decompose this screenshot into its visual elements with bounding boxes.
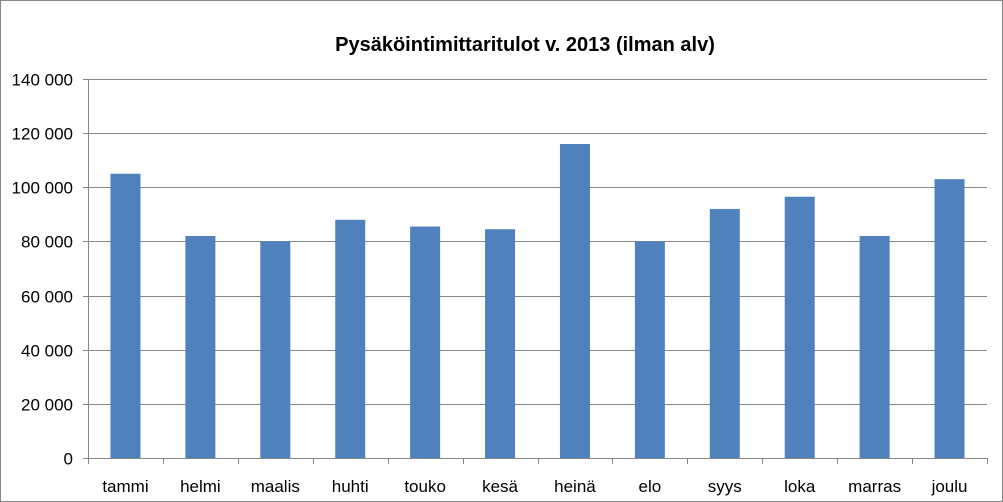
x-tick-label: loka [784,477,816,496]
y-tick-label: 120 000 [12,125,73,144]
bar-kesä [485,229,516,458]
y-tick-label: 0 [64,450,73,469]
bar-huhti [335,219,366,458]
x-tick-label: syys [708,477,742,496]
bar-loka [784,196,815,458]
x-tick-label: touko [404,477,446,496]
x-tick-label: tammi [102,477,148,496]
x-tick-label: kesä [482,477,518,496]
y-tick-label: 40 000 [21,342,73,361]
y-tick-label: 100 000 [12,179,73,198]
x-tick-label: helmi [180,477,221,496]
bar-joulu [934,179,965,458]
y-tick-labels: 0 20 000 40 000 60 000 80 000 100 000 120 000 1… [12,71,73,469]
x-tick-label: marras [848,477,901,496]
x-tick-label: joulu [931,477,968,496]
bar-heinä [559,143,590,458]
bars [110,143,965,458]
y-tick-label: 80 000 [21,233,73,252]
x-tick-label: elo [639,477,662,496]
y-tick-label: 20 000 [21,396,73,415]
gridlines [88,79,987,405]
x-tick-label: huhti [332,477,369,496]
x-tick-label: maalis [251,477,300,496]
y-tick-label: 60 000 [21,288,73,307]
x-tick-label: heinä [554,477,596,496]
y-tick-label: 140 000 [12,71,73,90]
chart-title: Pysäköintimittaritulot v. 2013 (ilman al… [335,34,715,56]
axes [83,79,988,464]
bar-syys [709,208,740,458]
x-tick-labels: tammi helmi maalis huhti touko kesä heinä elo sy… [102,477,967,496]
bar-touko [410,226,441,458]
bar-maalis [260,241,291,458]
bar-helmi [185,236,216,458]
bar-marras [859,236,890,458]
bar-tammi [110,173,141,458]
bar-elo [634,241,665,458]
